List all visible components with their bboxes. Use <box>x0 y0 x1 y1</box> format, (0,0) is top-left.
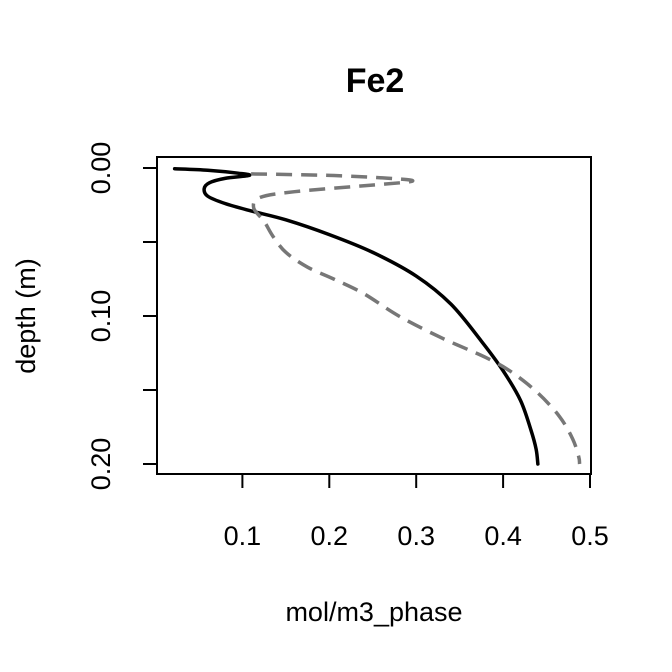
x-axis-label: mol/m3_phase <box>285 597 462 627</box>
x-tick-label: 0.5 <box>571 521 609 551</box>
y-tick-label: 0.00 <box>86 142 116 195</box>
x-axis: 0.1 0.2 0.3 0.4 0.5 <box>224 473 609 551</box>
x-tick-label: 0.4 <box>484 521 522 551</box>
series-line-solid <box>172 166 540 466</box>
y-axis-label: depth (m) <box>11 258 41 374</box>
x-tick-label: 0.1 <box>224 521 262 551</box>
series-line-dashed <box>251 172 582 465</box>
y-tick-label: 0.10 <box>86 290 116 343</box>
x-tick-label: 0.2 <box>311 521 349 551</box>
x-tick-label: 0.3 <box>397 521 435 551</box>
y-axis: 0.00 0.10 0.20 <box>86 142 158 491</box>
chart-title: Fe2 <box>346 62 405 100</box>
y-tick-label: 0.20 <box>86 438 116 491</box>
plot-frame <box>156 156 592 475</box>
series-layer <box>172 166 582 466</box>
